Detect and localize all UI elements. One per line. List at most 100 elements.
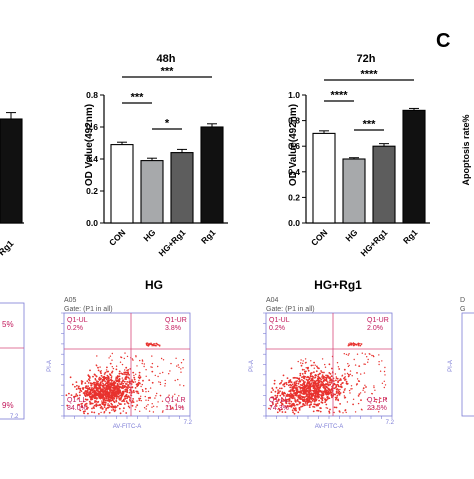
y-axis-label: OD Value(492nm) — [84, 104, 95, 186]
x-tick-label: 7.2 — [386, 420, 395, 426]
dot — [324, 363, 326, 366]
dot — [178, 366, 180, 369]
dot — [344, 376, 346, 378]
dot — [303, 375, 305, 377]
dot — [108, 357, 110, 359]
dot — [120, 396, 123, 399]
dot — [326, 407, 329, 409]
chart-24h-partial: Rg1 — [0, 112, 24, 257]
dot — [160, 357, 163, 360]
dot — [328, 363, 331, 366]
dot — [80, 390, 83, 392]
dot — [344, 373, 346, 375]
quadrant-ur-value: 2.0% — [367, 325, 383, 332]
dot — [161, 411, 164, 413]
dot — [331, 391, 333, 393]
dot — [358, 365, 361, 367]
dot — [294, 407, 297, 410]
dot — [107, 377, 110, 380]
y-tick-label: 0.2 — [288, 192, 300, 202]
dot — [124, 388, 127, 391]
dot — [136, 390, 139, 393]
bar-con — [110, 144, 134, 224]
dot — [356, 378, 359, 380]
dot — [87, 387, 90, 390]
dot — [274, 394, 277, 397]
dot — [317, 380, 319, 383]
dot — [143, 407, 146, 409]
dot — [300, 391, 303, 393]
dot — [336, 394, 339, 397]
dot — [159, 395, 162, 397]
dot — [104, 391, 107, 394]
bar-rg1 — [0, 118, 23, 224]
dot — [279, 387, 281, 390]
chart-title: 48h — [157, 53, 176, 65]
dot — [121, 363, 124, 366]
dot — [313, 392, 315, 395]
dot — [134, 381, 137, 383]
dot — [302, 403, 304, 406]
dot — [119, 383, 122, 386]
dot — [106, 394, 109, 396]
dot — [292, 377, 295, 379]
dot — [351, 343, 354, 345]
dot — [295, 385, 298, 387]
dot — [124, 369, 126, 371]
dot — [81, 402, 83, 405]
dot — [314, 377, 316, 379]
dot — [74, 395, 77, 397]
dot — [92, 394, 94, 396]
dot — [159, 345, 161, 347]
dot — [366, 398, 369, 401]
dot — [124, 377, 127, 380]
dot — [132, 401, 135, 403]
dot — [82, 392, 85, 394]
dot — [333, 387, 336, 390]
dot — [303, 381, 305, 384]
dot — [152, 411, 155, 413]
dot — [78, 391, 81, 394]
dot — [309, 386, 312, 388]
dot — [103, 384, 105, 386]
dot — [290, 406, 293, 408]
dot — [104, 380, 106, 383]
dot — [150, 366, 152, 368]
dot — [141, 389, 144, 391]
dot — [339, 411, 341, 413]
dot — [103, 375, 105, 378]
dot — [77, 387, 80, 389]
dot — [374, 398, 377, 401]
dot — [339, 393, 341, 395]
dot — [343, 397, 346, 399]
dot — [118, 392, 121, 394]
dot — [307, 395, 309, 398]
dot — [175, 403, 177, 405]
dot — [297, 377, 299, 380]
dot — [305, 389, 307, 391]
dot — [128, 391, 131, 394]
dot — [82, 410, 85, 413]
dot — [348, 353, 350, 355]
dot — [334, 393, 337, 396]
dot — [83, 412, 85, 415]
dot — [306, 404, 308, 406]
dot — [360, 343, 363, 345]
dot — [335, 377, 338, 379]
dot — [327, 381, 329, 383]
dot — [97, 380, 99, 383]
dot — [312, 406, 314, 408]
quadrant-ll-value: 74.3% — [269, 405, 289, 412]
dot — [126, 389, 129, 392]
dot — [354, 364, 357, 366]
bar-hg-rg1 — [372, 145, 396, 224]
dot — [88, 391, 90, 394]
dot — [283, 392, 285, 395]
dot — [336, 377, 339, 380]
dot — [279, 401, 282, 404]
dot — [270, 396, 273, 399]
dot — [325, 390, 328, 393]
dot — [93, 391, 96, 393]
dot — [117, 385, 120, 388]
dot — [301, 390, 304, 392]
